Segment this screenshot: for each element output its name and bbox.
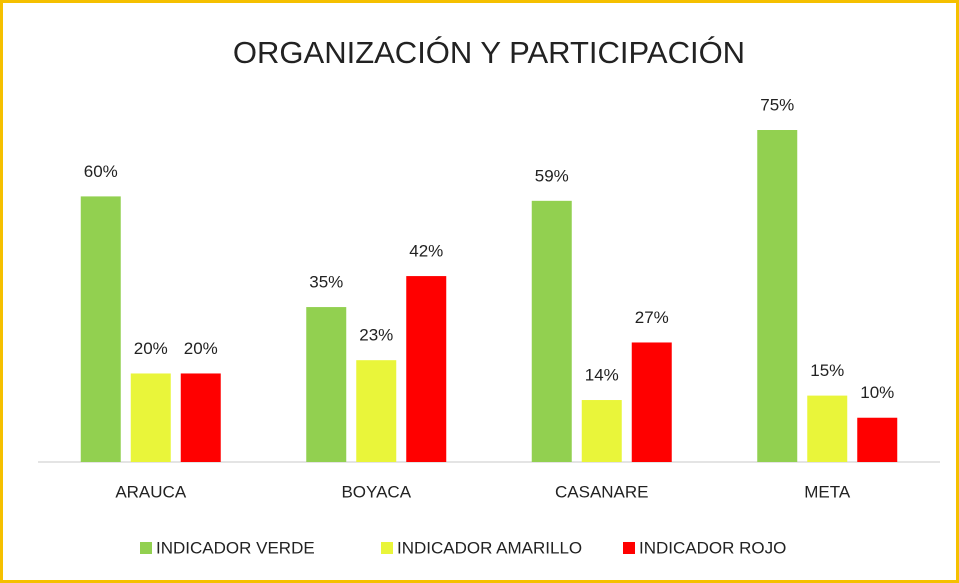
data-label: 15% — [810, 361, 844, 380]
data-label: 35% — [309, 273, 343, 292]
data-label: 27% — [635, 308, 669, 327]
chart-title: ORGANIZACIÓN Y PARTICIPACIÓN — [233, 35, 745, 70]
bar — [180, 373, 221, 462]
data-label: 75% — [760, 95, 794, 114]
legend-label: INDICADOR VERDE — [156, 538, 315, 557]
x-tick-label: META — [804, 482, 851, 501]
bar — [356, 360, 397, 462]
bar — [581, 400, 622, 462]
data-label: 23% — [359, 326, 393, 345]
x-tick-label: BOYACA — [341, 482, 411, 501]
legend-label: INDICADOR AMARILLO — [397, 538, 582, 557]
bar — [807, 395, 848, 462]
bar — [857, 417, 898, 462]
data-label: 59% — [535, 166, 569, 185]
bar — [80, 196, 121, 462]
data-label: 60% — [84, 162, 118, 181]
legend-swatch — [140, 542, 152, 554]
x-tick-label: ARAUCA — [115, 482, 187, 501]
legend-swatch — [623, 542, 635, 554]
legend-label: INDICADOR ROJO — [639, 538, 786, 557]
data-label: 14% — [585, 366, 619, 385]
data-label: 20% — [184, 339, 218, 358]
bar — [531, 200, 572, 462]
bar — [406, 276, 447, 462]
data-label: 10% — [860, 383, 894, 402]
data-label: 42% — [409, 242, 443, 261]
bar — [306, 307, 347, 462]
bar — [757, 130, 798, 462]
bar — [130, 373, 171, 462]
x-tick-label: CASANARE — [555, 482, 649, 501]
data-label: 20% — [134, 339, 168, 358]
bar — [631, 342, 672, 462]
legend-swatch — [381, 542, 393, 554]
